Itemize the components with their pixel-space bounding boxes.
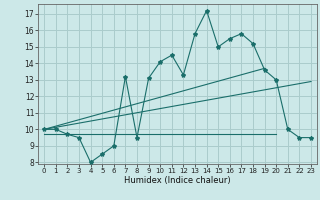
- X-axis label: Humidex (Indice chaleur): Humidex (Indice chaleur): [124, 176, 231, 185]
